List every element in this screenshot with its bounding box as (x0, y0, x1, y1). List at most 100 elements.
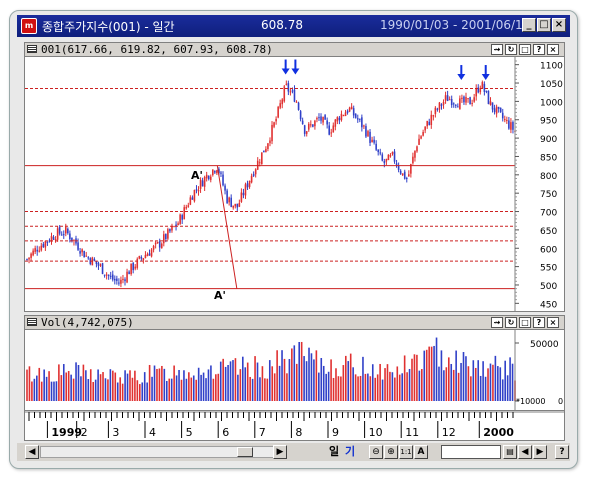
zoom-in-button[interactable]: ⊕ (384, 445, 398, 459)
tab-daily[interactable]: 일 (328, 445, 340, 458)
volume-bar (40, 381, 43, 401)
candle-body (50, 236, 53, 242)
document-icon[interactable]: ▤ (503, 445, 517, 459)
candle-body (332, 125, 335, 133)
candle-body (295, 101, 298, 103)
volume-bar (158, 368, 161, 401)
scroll-right-button[interactable]: ▶ (273, 445, 287, 459)
volume-bar (283, 358, 286, 401)
code-input[interactable] (441, 445, 501, 459)
volume-bar (202, 372, 205, 401)
prev-arrow-icon[interactable]: ◀ (518, 445, 532, 459)
candle-body (36, 249, 39, 252)
candle-body (481, 82, 484, 89)
candle-body (271, 124, 273, 142)
candle-body (344, 112, 347, 117)
candle-body (201, 180, 204, 187)
volume-tick-50000: 50000 (530, 340, 559, 350)
candle-body (265, 148, 267, 153)
time-axis-label: 1999 (51, 426, 82, 439)
candle-body (56, 228, 59, 240)
price-chart[interactable]: 450 500 550 600 650 700 750 800 850 900 950 1000 105… (25, 57, 564, 311)
volume-bar (479, 375, 482, 401)
volume-bar (440, 350, 443, 401)
candle-body (160, 243, 163, 249)
volume-bar (438, 366, 440, 401)
refresh-icon[interactable]: ↻ (505, 44, 517, 55)
candle-body (291, 90, 294, 92)
candle-body (44, 241, 47, 248)
candle-body (485, 90, 488, 92)
maximize-button[interactable]: □ (537, 18, 551, 32)
minimize-button[interactable]: _ (522, 18, 536, 32)
candle-body (459, 98, 461, 109)
candle-body (212, 169, 214, 176)
candle-body (73, 239, 75, 242)
candle-body (277, 106, 279, 118)
candle-body (381, 154, 384, 161)
maximize-panel-icon[interactable]: □ (519, 44, 531, 55)
candle-body (132, 262, 134, 271)
volume-bar (124, 370, 126, 401)
time-axis-label: 8 (295, 426, 302, 439)
volume-bar (188, 372, 190, 401)
style-icon[interactable]: ⇝ (491, 44, 503, 55)
ratio-button[interactable]: 1:1 (399, 445, 413, 459)
volume-chart[interactable]: 50000 *10000 0 (25, 330, 564, 410)
next-arrow-icon[interactable]: ▶ (533, 445, 547, 459)
candle-body (177, 223, 179, 226)
refresh-icon[interactable]: ↻ (505, 317, 517, 328)
volume-bar (227, 365, 229, 401)
candle-body (457, 106, 459, 108)
volume-bar (362, 356, 364, 401)
candle-body (440, 104, 443, 106)
volume-bar (425, 349, 428, 401)
volume-bar (259, 377, 261, 401)
a-button[interactable]: A (414, 445, 428, 459)
close-panel-icon[interactable]: × (547, 44, 559, 55)
title-bar[interactable]: m 종합주가지수(001) - 일간 608.78 1990/01/03 - 2… (17, 15, 570, 37)
horizontal-scrollbar-track[interactable] (40, 446, 280, 458)
candle-body (167, 229, 169, 239)
candle-body (397, 165, 400, 170)
volume-bar (403, 355, 406, 401)
y-tick-label: 500 (540, 282, 557, 292)
scroll-left-button[interactable]: ◀ (25, 445, 39, 459)
help-icon[interactable]: ? (533, 317, 545, 328)
candle-body (354, 113, 357, 118)
volume-bar (232, 360, 234, 401)
volume-bar (398, 374, 401, 401)
candle-body (356, 118, 359, 120)
candle-body (226, 190, 228, 204)
volume-bar (244, 367, 247, 401)
time-axis-panel: 1999 2 3 4 5 6 7 8 9 10 11 12 2000 (24, 411, 565, 441)
close-panel-icon[interactable]: × (547, 317, 559, 328)
candle-body (401, 173, 404, 176)
candle-body (493, 108, 496, 113)
help-icon[interactable]: ? (533, 44, 545, 55)
candle-body (34, 248, 36, 252)
candle-body (416, 146, 418, 152)
close-button[interactable]: × (552, 18, 566, 32)
style-icon[interactable]: ⇝ (491, 317, 503, 328)
tab-period[interactable]: 기 (344, 445, 356, 458)
candle-body (467, 98, 469, 100)
volume-bar (38, 367, 41, 401)
help-button[interactable]: ? (555, 445, 569, 459)
maximize-panel-icon[interactable]: □ (519, 317, 531, 328)
down-arrow-icon (281, 68, 290, 75)
volume-bar (433, 345, 435, 401)
zoom-out-button[interactable]: ⊖ (369, 445, 383, 459)
volume-bar (205, 378, 207, 401)
candle-body (379, 152, 382, 154)
candle-body (148, 253, 151, 256)
candle-body (69, 233, 71, 240)
candle-body (138, 256, 141, 259)
candle-body (307, 123, 310, 130)
volume-bar (264, 378, 266, 401)
candle-body (487, 90, 490, 105)
candle-body (432, 115, 435, 117)
candle-body (54, 239, 57, 241)
scrollbar-thumb[interactable] (237, 447, 253, 457)
